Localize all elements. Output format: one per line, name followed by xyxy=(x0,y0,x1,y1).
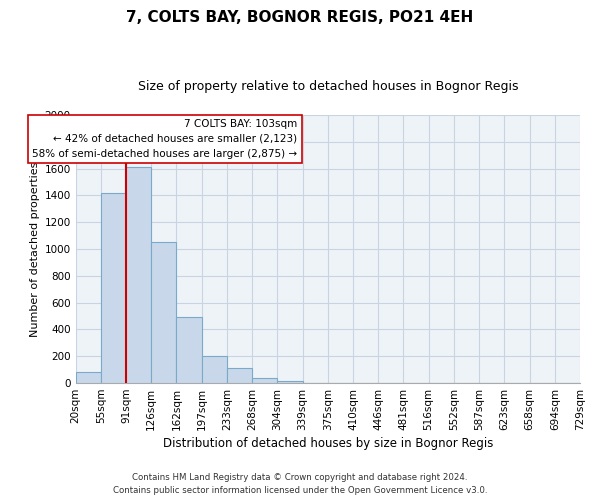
Bar xyxy=(176,318,202,383)
Text: 7 COLTS BAY: 103sqm
← 42% of detached houses are smaller (2,123)
58% of semi-det: 7 COLTS BAY: 103sqm ← 42% of detached ho… xyxy=(32,119,298,158)
Text: 7, COLTS BAY, BOGNOR REGIS, PO21 4EH: 7, COLTS BAY, BOGNOR REGIS, PO21 4EH xyxy=(127,10,473,25)
Title: Size of property relative to detached houses in Bognor Regis: Size of property relative to detached ho… xyxy=(137,80,518,93)
Bar xyxy=(151,242,176,383)
Text: Contains HM Land Registry data © Crown copyright and database right 2024.
Contai: Contains HM Land Registry data © Crown c… xyxy=(113,474,487,495)
Bar xyxy=(252,378,277,383)
Y-axis label: Number of detached properties: Number of detached properties xyxy=(30,162,40,336)
Bar xyxy=(76,372,101,383)
Bar xyxy=(126,168,151,383)
Bar xyxy=(277,381,302,383)
Bar xyxy=(202,356,227,383)
X-axis label: Distribution of detached houses by size in Bognor Regis: Distribution of detached houses by size … xyxy=(163,437,493,450)
Bar xyxy=(227,368,252,383)
Bar xyxy=(101,194,126,383)
